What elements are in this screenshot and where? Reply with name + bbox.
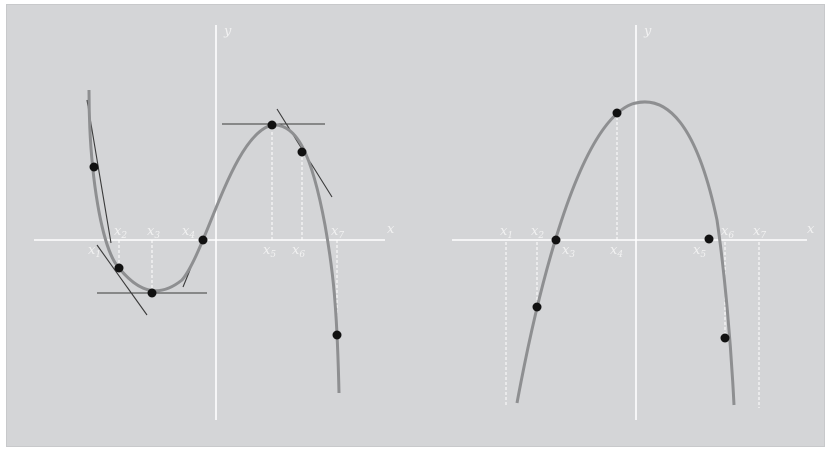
- left-label-x4: x4: [182, 224, 195, 241]
- right-graph: x y x1 x2: [452, 24, 815, 420]
- right-parabola-curve: [515, 100, 736, 406]
- left-label-x7: x7: [331, 224, 344, 241]
- left-graph: x y: [34, 24, 395, 420]
- left-point-x4: [198, 235, 208, 245]
- two-graphs-diagram: x y: [34, 24, 815, 420]
- left-point-x1: [114, 263, 124, 273]
- left-label-x3: x3: [147, 224, 160, 241]
- tangent-line-2: [96, 244, 148, 316]
- right-label-x6: x6: [721, 224, 734, 241]
- left-x-labels: x1 x2 x3 x4 x5 x6 x7: [88, 224, 344, 260]
- left-tangents: [86, 99, 333, 316]
- left-label-x6: x6: [292, 243, 305, 260]
- right-point-x6: [720, 333, 730, 343]
- left-point-start: [89, 162, 99, 172]
- right-label-x5: x5: [693, 243, 706, 260]
- left-label-x5: x5: [263, 243, 276, 260]
- left-label-x2: x2: [114, 224, 127, 241]
- left-guides: [118, 125, 338, 335]
- left-label-x1: x1: [88, 243, 101, 260]
- right-points: [532, 108, 730, 343]
- right-point-x4: [612, 108, 622, 118]
- right-point-x5: [704, 234, 714, 244]
- right-x-axis-label: x: [807, 222, 815, 237]
- left-cubic-curve: [87, 89, 341, 394]
- right-point-x3: [551, 235, 561, 245]
- left-x-axis-label: x: [387, 222, 395, 237]
- right-x-labels: x1 x2 x3 x4 x5 x6 x7: [500, 224, 766, 260]
- right-label-x2: x2: [531, 224, 544, 241]
- right-label-x4: x4: [610, 243, 623, 260]
- right-guides: [505, 113, 760, 408]
- left-points: [89, 120, 342, 340]
- left-point-x7: [332, 330, 342, 340]
- right-label-x3: x3: [562, 243, 575, 260]
- left-point-x6: [297, 147, 307, 157]
- right-label-x7: x7: [753, 224, 766, 241]
- left-point-x3: [147, 288, 157, 298]
- figure-panel: x y: [6, 4, 825, 447]
- right-point-x2: [532, 302, 542, 312]
- left-point-x5: [267, 120, 277, 130]
- left-y-axis-label: y: [223, 24, 232, 39]
- right-label-x1: x1: [500, 224, 513, 241]
- right-y-axis-label: y: [643, 24, 652, 39]
